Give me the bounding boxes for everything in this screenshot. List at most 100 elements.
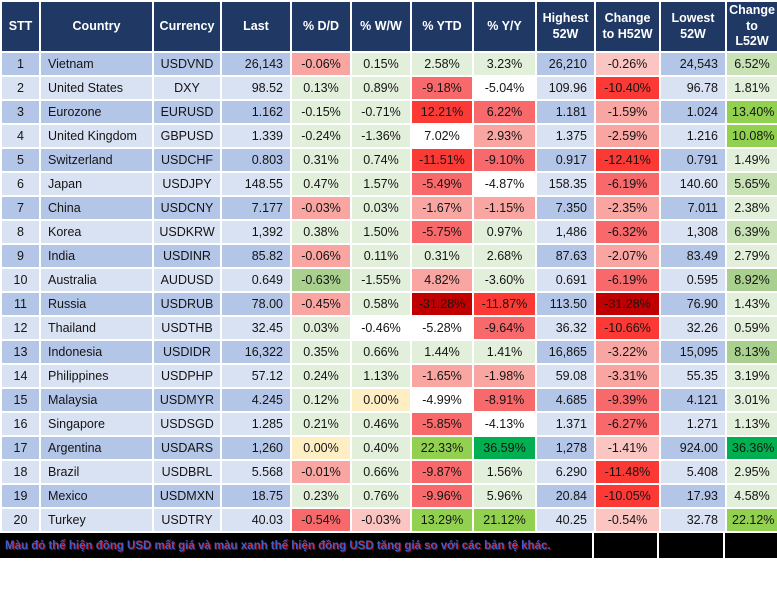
cell-country: Switzerland <box>39 147 154 173</box>
cell-pct-dd: -0.06% <box>290 51 352 77</box>
cell-pct-dd: -0.15% <box>290 99 352 125</box>
cell-pct-dd: 0.21% <box>290 411 352 437</box>
cell-pct-dd: -0.01% <box>290 459 352 485</box>
cell-currency: USDVND <box>152 51 222 77</box>
cell-pct-ww: 0.15% <box>350 51 412 77</box>
cell-pct-ytd: 7.02% <box>410 123 474 149</box>
table-row: 1 Vietnam USDVND 26,143 -0.06% 0.15% 2.58% 3.23… <box>0 51 777 77</box>
cell-low52: 7.011 <box>659 195 727 221</box>
table-row: 17 Argentina USDARS 1,260 0.00% 0.40% 22.33% 36… <box>0 435 777 461</box>
cell-country: Malaysia <box>39 387 154 413</box>
cell-pct-ww: 0.89% <box>350 75 412 101</box>
cell-last: 78.00 <box>220 291 292 317</box>
column-header-chg_l52: Change to L52W <box>725 0 777 53</box>
cell-high52: 0.691 <box>535 267 596 293</box>
cell-pct-yy: 1.56% <box>472 459 537 485</box>
cell-pct-yy: 6.22% <box>472 99 537 125</box>
cell-country: India <box>39 243 154 269</box>
cell-pct-yy: -4.87% <box>472 171 537 197</box>
cell-low52: 0.595 <box>659 267 727 293</box>
cell-high52: 4.685 <box>535 387 596 413</box>
cell-last: 32.45 <box>220 315 292 341</box>
header-row: STT Country Currency Last% D/D% W/W% YTD% Y… <box>0 0 777 53</box>
footer-empty-cell-1 <box>592 533 657 558</box>
cell-chg-h52: -10.40% <box>594 75 661 101</box>
cell-last: 0.649 <box>220 267 292 293</box>
cell-pct-dd: 0.47% <box>290 171 352 197</box>
table-row: 10 Australia AUDUSD 0.649 -0.63% -1.55% 4.82% -… <box>0 267 777 293</box>
cell-high52: 113.50 <box>535 291 596 317</box>
cell-last: 40.03 <box>220 507 292 533</box>
cell-pct-dd: 0.23% <box>290 483 352 509</box>
cell-country: United States <box>39 75 154 101</box>
cell-chg-h52: -1.41% <box>594 435 661 461</box>
cell-high52: 20.84 <box>535 483 596 509</box>
cell-chg-h52: -31.28% <box>594 291 661 317</box>
cell-stt: 15 <box>0 387 41 413</box>
cell-low52: 1,308 <box>659 219 727 245</box>
cell-chg-h52: -3.31% <box>594 363 661 389</box>
cell-low52: 32.26 <box>659 315 727 341</box>
cell-high52: 109.96 <box>535 75 596 101</box>
cell-pct-ww: 0.58% <box>350 291 412 317</box>
cell-pct-ytd: -1.65% <box>410 363 474 389</box>
column-header-chg_h52: Change to H52W <box>594 0 661 53</box>
cell-chg-l52: 2.38% <box>725 195 777 221</box>
cell-chg-l52: 2.95% <box>725 459 777 485</box>
cell-chg-l52: 0.59% <box>725 315 777 341</box>
cell-low52: 76.90 <box>659 291 727 317</box>
table-row: 2 United States DXY 98.52 0.13% 0.89% -9.18% -5… <box>0 75 777 101</box>
cell-high52: 40.25 <box>535 507 596 533</box>
cell-pct-ww: 0.46% <box>350 411 412 437</box>
cell-currency: USDKRW <box>152 219 222 245</box>
column-header-currency: Currency <box>152 0 222 53</box>
cell-pct-yy: 2.68% <box>472 243 537 269</box>
cell-pct-dd: 0.31% <box>290 147 352 173</box>
cell-chg-h52: -9.39% <box>594 387 661 413</box>
cell-chg-l52: 8.92% <box>725 267 777 293</box>
cell-stt: 19 <box>0 483 41 509</box>
cell-pct-yy: -5.04% <box>472 75 537 101</box>
table-row: 4 United Kingdom GBPUSD 1.339 -0.24% -1.36% 7.… <box>0 123 777 149</box>
cell-stt: 12 <box>0 315 41 341</box>
cell-stt: 4 <box>0 123 41 149</box>
table-row: 15 Malaysia USDMYR 4.245 0.12% 0.00% -4.99% -8.… <box>0 387 777 413</box>
cell-chg-l52: 1.13% <box>725 411 777 437</box>
cell-chg-l52: 2.79% <box>725 243 777 269</box>
cell-chg-h52: -2.35% <box>594 195 661 221</box>
cell-pct-yy: -4.13% <box>472 411 537 437</box>
cell-pct-dd: -0.06% <box>290 243 352 269</box>
cell-pct-yy: -9.10% <box>472 147 537 173</box>
cell-last: 1.339 <box>220 123 292 149</box>
cell-stt: 2 <box>0 75 41 101</box>
cell-chg-h52: -11.48% <box>594 459 661 485</box>
cell-high52: 6.290 <box>535 459 596 485</box>
cell-pct-ww: 1.13% <box>350 363 412 389</box>
cell-last: 1.285 <box>220 411 292 437</box>
cell-country: Eurozone <box>39 99 154 125</box>
cell-high52: 1,278 <box>535 435 596 461</box>
cell-pct-ww: -0.71% <box>350 99 412 125</box>
cell-chg-h52: -1.59% <box>594 99 661 125</box>
cell-pct-ytd: -5.28% <box>410 315 474 341</box>
cell-stt: 3 <box>0 99 41 125</box>
table-row: 16 Singapore USDSGD 1.285 0.21% 0.46% -5.85% -4… <box>0 411 777 437</box>
cell-stt: 17 <box>0 435 41 461</box>
cell-chg-h52: -6.27% <box>594 411 661 437</box>
cell-country: Australia <box>39 267 154 293</box>
cell-pct-ww: 0.00% <box>350 387 412 413</box>
cell-chg-l52: 6.39% <box>725 219 777 245</box>
cell-high52: 1.181 <box>535 99 596 125</box>
cell-country: Argentina <box>39 435 154 461</box>
cell-chg-h52: -0.26% <box>594 51 661 77</box>
cell-last: 1,260 <box>220 435 292 461</box>
cell-pct-ww: 0.40% <box>350 435 412 461</box>
cell-pct-ww: 1.57% <box>350 171 412 197</box>
column-header-country: Country <box>39 0 154 53</box>
cell-stt: 16 <box>0 411 41 437</box>
cell-country: Japan <box>39 171 154 197</box>
footer-note-bar: Màu đỏ thể hiện đồng USD mất giá và màu … <box>0 533 777 558</box>
cell-country: United Kingdom <box>39 123 154 149</box>
cell-last: 148.55 <box>220 171 292 197</box>
